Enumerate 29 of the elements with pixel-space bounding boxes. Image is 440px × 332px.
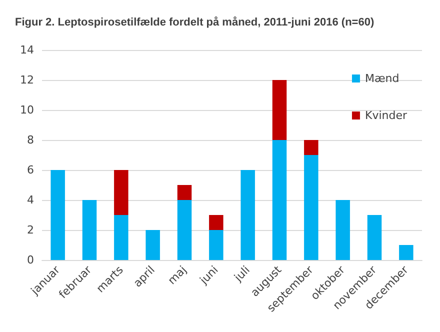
bar	[367, 215, 382, 260]
bar	[177, 200, 192, 260]
chart-title: Figur 2. Leptospirosetilfælde fordelt på måned, 2011-juni 2016 (n=60)	[15, 16, 374, 28]
y-tick-label: 8	[27, 134, 34, 146]
bar	[50, 170, 65, 260]
bar	[304, 140, 318, 155]
y-tick-label: 4	[27, 194, 34, 206]
bar	[272, 140, 287, 260]
bar	[82, 200, 97, 260]
bar	[240, 170, 255, 260]
y-tick-label: 10	[20, 104, 34, 116]
bar	[272, 80, 287, 140]
bar	[209, 230, 224, 260]
bar	[399, 245, 414, 260]
y-tick-label: 0	[27, 254, 34, 266]
y-tick-label: 6	[27, 164, 34, 176]
bar	[114, 170, 128, 215]
y-tick-label: 2	[27, 224, 34, 236]
legend-label: Kvinder	[364, 109, 408, 122]
y-tick-label: 12	[20, 74, 34, 86]
bar	[209, 215, 224, 230]
bar	[177, 185, 192, 200]
bar	[146, 230, 160, 260]
y-tick-label: 14	[20, 44, 34, 56]
x-tick-label: juli	[231, 263, 252, 285]
bar	[336, 200, 350, 260]
bar	[114, 215, 128, 260]
bar	[304, 155, 318, 260]
legend-label: Mænd	[364, 72, 400, 85]
